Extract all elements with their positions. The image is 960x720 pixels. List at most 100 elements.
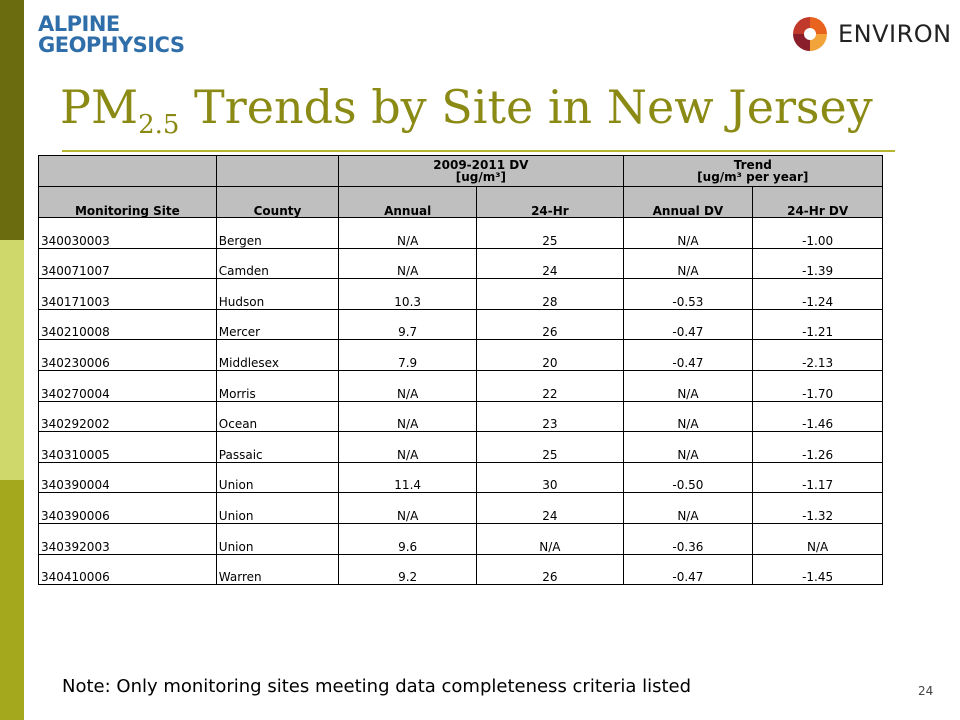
24hr-dv-cell: 28 <box>476 278 624 310</box>
annual-dv-cell: 11.4 <box>338 461 478 494</box>
24hr-trend-cell: -1.00 <box>752 217 883 249</box>
alpine-logo-line2: GEOPHYSICS <box>38 33 185 57</box>
annual-dv-cell: 9.7 <box>338 308 478 341</box>
table-row: 340390006 Union N/A 24 N/A -1.32 <box>38 492 883 524</box>
county-cell: Union <box>215 522 340 555</box>
annual-trend-cell: -0.47 <box>622 308 754 341</box>
title-pm: PM <box>60 80 139 134</box>
county-cell: Mercer <box>215 308 340 341</box>
column-header: 24-Hr DV <box>752 186 883 218</box>
24hr-trend-cell: -1.46 <box>752 400 883 433</box>
annual-dv-cell: N/A <box>338 247 478 280</box>
annual-trend-cell: -0.36 <box>622 522 754 555</box>
site-cell: 340270004 <box>38 369 217 402</box>
annual-trend-cell: -0.50 <box>622 461 754 494</box>
annual-trend-cell: -0.47 <box>622 553 754 586</box>
24hr-dv-cell: 30 <box>476 461 624 494</box>
annual-trend-cell: N/A <box>622 369 754 402</box>
footnote: Note: Only monitoring sites meeting data… <box>62 676 692 697</box>
header-blank-site <box>38 155 217 187</box>
24hr-dv-cell: 20 <box>476 339 624 371</box>
table-row: 340210008 Mercer 9.7 26 -0.47 -1.21 <box>38 308 883 341</box>
county-cell: Middlesex <box>215 339 340 371</box>
table-row: 340071007 Camden N/A 24 N/A -1.39 <box>38 247 883 280</box>
title-rest: Trends by Site in New Jersey <box>179 80 873 134</box>
environ-logo-text: ENVIRON <box>838 20 952 48</box>
county-cell: Hudson <box>215 278 340 310</box>
24hr-dv-cell: 24 <box>476 492 624 524</box>
header-trend-label: Trend <box>733 158 772 172</box>
alpine-logo-line1: ALPINE <box>38 12 120 36</box>
table-body: 340030003 Bergen N/A 25 N/A -1.00 340071007 Cam… <box>38 217 883 586</box>
county-cell: Union <box>215 461 340 494</box>
table-row: 340292002 Ocean N/A 23 N/A -1.46 <box>38 400 883 433</box>
slide-title: PM2.5 Trends by Site in New Jersey <box>60 80 873 140</box>
page-number: 24 <box>918 684 934 698</box>
annual-trend-cell: N/A <box>622 217 754 249</box>
annual-dv-cell: 9.6 <box>338 522 478 555</box>
24hr-trend-cell: -1.17 <box>752 461 883 494</box>
annual-trend-cell: -0.47 <box>622 339 754 371</box>
left-bar-light <box>0 240 24 480</box>
pm25-trends-table: 2009-2011 DV [ug/m³] Trend [ug/m³ per ye… <box>38 155 884 586</box>
annual-dv-cell: 9.2 <box>338 553 478 586</box>
table-row: 340171003 Hudson 10.3 28 -0.53 -1.24 <box>38 278 883 310</box>
title-subscript: 2.5 <box>138 110 180 140</box>
24hr-dv-cell: 26 <box>476 553 624 586</box>
24hr-dv-cell: 23 <box>476 400 624 433</box>
annual-trend-cell: N/A <box>622 400 754 433</box>
24hr-dv-cell: 26 <box>476 308 624 341</box>
site-cell: 340230006 <box>38 339 217 371</box>
24hr-trend-cell: -1.21 <box>752 308 883 341</box>
annual-trend-cell: N/A <box>622 492 754 524</box>
24hr-trend-cell: -1.24 <box>752 278 883 310</box>
24hr-trend-cell: -1.32 <box>752 492 883 524</box>
site-cell: 340071007 <box>38 247 217 280</box>
table-row: 340410006 Warren 9.2 26 -0.47 -1.45 <box>38 553 883 586</box>
annual-trend-cell: N/A <box>622 431 754 463</box>
column-header: Monitoring Site <box>38 186 217 218</box>
column-header: County <box>215 186 340 218</box>
site-cell: 340392003 <box>38 522 217 555</box>
annual-dv-cell: N/A <box>338 400 478 433</box>
24hr-dv-cell: N/A <box>476 522 624 555</box>
county-cell: Ocean <box>215 400 340 433</box>
site-cell: 340030003 <box>38 217 217 249</box>
table-row: 340392003 Union 9.6 N/A -0.36 N/A <box>38 522 883 555</box>
environ-logo: ENVIRON <box>790 12 952 56</box>
site-cell: 340410006 <box>38 553 217 586</box>
left-bar-dark <box>0 0 24 240</box>
annual-trend-cell: N/A <box>622 247 754 280</box>
column-header: Annual DV <box>622 186 754 218</box>
site-cell: 340310005 <box>38 431 217 463</box>
annual-dv-cell: N/A <box>338 431 478 463</box>
table-row: 340030003 Bergen N/A 25 N/A -1.00 <box>38 217 883 249</box>
header-blank-county <box>215 155 340 187</box>
header-trend-unit: [ug/m³ per year] <box>697 170 809 184</box>
title-underline <box>62 150 895 152</box>
annual-dv-cell: N/A <box>338 217 478 249</box>
annual-dv-cell: 10.3 <box>338 278 478 310</box>
table-row: 340390004 Union 11.4 30 -0.50 -1.17 <box>38 461 883 494</box>
county-cell: Union <box>215 492 340 524</box>
annual-dv-cell: N/A <box>338 369 478 402</box>
24hr-dv-cell: 22 <box>476 369 624 402</box>
site-cell: 340292002 <box>38 400 217 433</box>
header-dv-group: 2009-2011 DV [ug/m³] <box>338 155 624 187</box>
county-cell: Warren <box>215 553 340 586</box>
table-row: 340270004 Morris N/A 22 N/A -1.70 <box>38 369 883 402</box>
annual-trend-cell: -0.53 <box>622 278 754 310</box>
header-dv-label: 2009-2011 DV <box>433 158 529 172</box>
24hr-dv-cell: 25 <box>476 217 624 249</box>
column-header: 24-Hr <box>476 186 624 218</box>
header-trend-group: Trend [ug/m³ per year] <box>622 155 884 187</box>
table-row: 340310005 Passaic N/A 25 N/A -1.26 <box>38 431 883 463</box>
24hr-trend-cell: N/A <box>752 522 883 555</box>
24hr-trend-cell: -1.45 <box>752 553 883 586</box>
environ-mark-icon <box>793 17 827 51</box>
24hr-trend-cell: -2.13 <box>752 339 883 371</box>
county-cell: Bergen <box>215 217 340 249</box>
site-cell: 340210008 <box>38 308 217 341</box>
site-cell: 340390006 <box>38 492 217 524</box>
table-row: 340230006 Middlesex 7.9 20 -0.47 -2.13 <box>38 339 883 371</box>
